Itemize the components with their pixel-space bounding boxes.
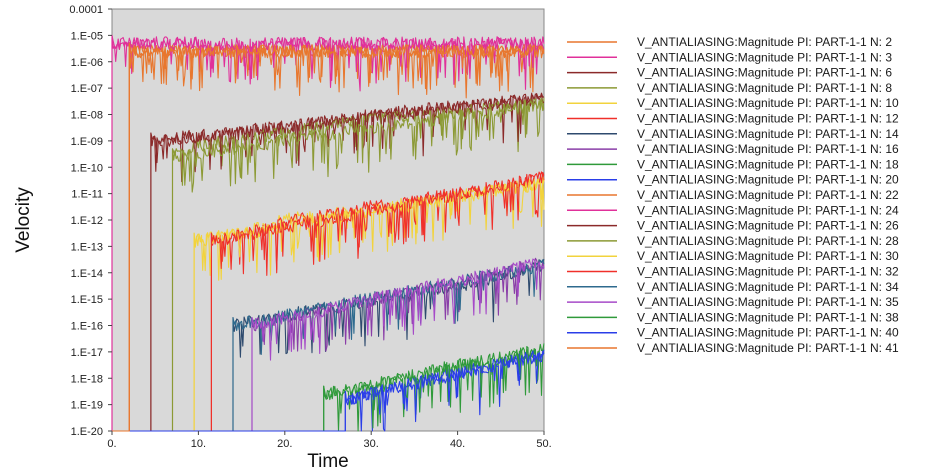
legend-label: V_ANTIALIASING:Magnitude PI: PART-1-1 N:… <box>637 81 892 95</box>
legend-label: V_ANTIALIASING:Magnitude PI: PART-1-1 N:… <box>637 280 899 294</box>
legend-label: V_ANTIALIASING:Magnitude PI: PART-1-1 N:… <box>637 249 899 263</box>
x-tick-label: 0. <box>107 438 116 450</box>
legend-label: V_ANTIALIASING:Magnitude PI: PART-1-1 N:… <box>637 234 899 248</box>
series-line <box>112 350 545 432</box>
y-tick-label: 1.E-17 <box>71 347 103 359</box>
series-line <box>112 343 545 432</box>
legend-label: V_ANTIALIASING:Magnitude PI: PART-1-1 N:… <box>637 66 892 80</box>
y-tick-label: 1.E-11 <box>71 189 103 201</box>
x-tick-label: 40. <box>450 438 465 450</box>
legend-label: V_ANTIALIASING:Magnitude PI: PART-1-1 N:… <box>637 142 899 156</box>
y-tick-label: 1.E-07 <box>71 83 103 95</box>
y-tick-label: 1.E-19 <box>71 400 103 412</box>
series-line <box>112 171 545 432</box>
x-tick-label: 10. <box>191 438 206 450</box>
x-axis-title: Time <box>307 451 349 472</box>
y-tick-label: 1.E-15 <box>71 294 103 306</box>
legend-label: V_ANTIALIASING:Magnitude PI: PART-1-1 N:… <box>637 219 899 233</box>
legend: V_ANTIALIASING:Magnitude PI: PART-1-1 N:… <box>567 35 899 355</box>
y-tick-label: 1.E-18 <box>71 373 103 385</box>
legend-label: V_ANTIALIASING:Magnitude PI: PART-1-1 N:… <box>637 188 899 202</box>
y-tick-label: 1.E-06 <box>71 57 103 69</box>
x-axis-ticks: 0. 10. 20. 30. 40. 50. <box>107 431 552 450</box>
y-tick-label: 1.E-20 <box>71 426 103 438</box>
x-tick-label: 20. <box>277 438 292 450</box>
legend-label: V_ANTIALIASING:Magnitude PI: PART-1-1 N:… <box>637 112 899 126</box>
y-tick-label: 1.E-16 <box>71 321 103 333</box>
series-line <box>112 171 545 432</box>
y-tick-label: 1.E-05 <box>71 30 103 42</box>
legend-label: V_ANTIALIASING:Magnitude PI: PART-1-1 N:… <box>637 310 899 324</box>
series-line <box>112 93 545 432</box>
y-tick-label: 1.E-09 <box>71 136 103 148</box>
legend-label: V_ANTIALIASING:Magnitude PI: PART-1-1 N:… <box>637 295 899 309</box>
legend-label: V_ANTIALIASING:Magnitude PI: PART-1-1 N:… <box>637 326 899 340</box>
legend-label: V_ANTIALIASING:Magnitude PI: PART-1-1 N:… <box>637 50 892 64</box>
legend-label: V_ANTIALIASING:Magnitude PI: PART-1-1 N:… <box>637 173 899 187</box>
y-tick-label: 1.E-08 <box>71 110 103 122</box>
series-line <box>112 97 545 432</box>
legend-label: V_ANTIALIASING:Magnitude PI: PART-1-1 N:… <box>637 341 899 355</box>
series-line <box>111 34 545 431</box>
series-line <box>112 257 545 432</box>
legend-label: V_ANTIALIASING:Magnitude PI: PART-1-1 N:… <box>637 203 899 217</box>
y-tick-label: 1.E-12 <box>71 215 103 227</box>
y-tick-label: 0.0001 <box>69 4 103 16</box>
x-tick-label: 30. <box>364 438 379 450</box>
series-line <box>112 347 545 432</box>
y-tick-label: 1.E-10 <box>71 162 103 174</box>
y-tick-label: 1.E-14 <box>71 268 103 280</box>
y-tick-label: 1.E-13 <box>71 241 103 253</box>
series-line <box>112 42 545 432</box>
series-line <box>112 258 545 432</box>
legend-label: V_ANTIALIASING:Magnitude PI: PART-1-1 N:… <box>637 96 899 110</box>
y-axis-title: Velocity <box>13 187 34 253</box>
legend-label: V_ANTIALIASING:Magnitude PI: PART-1-1 N:… <box>637 157 899 171</box>
series-layer <box>111 34 545 432</box>
series-line <box>112 92 545 432</box>
legend-label: V_ANTIALIASING:Magnitude PI: PART-1-1 N:… <box>637 127 899 141</box>
legend-label: V_ANTIALIASING:Magnitude PI: PART-1-1 N:… <box>637 35 892 49</box>
y-axis-ticks: 1.E-20 1.E-19 1.E-18 1.E-17 1.E-16 1.E-15 1.E-… <box>69 4 112 438</box>
legend-label: V_ANTIALIASING:Magnitude PI: PART-1-1 N:… <box>637 265 899 279</box>
x-tick-label: 50. <box>536 438 551 450</box>
